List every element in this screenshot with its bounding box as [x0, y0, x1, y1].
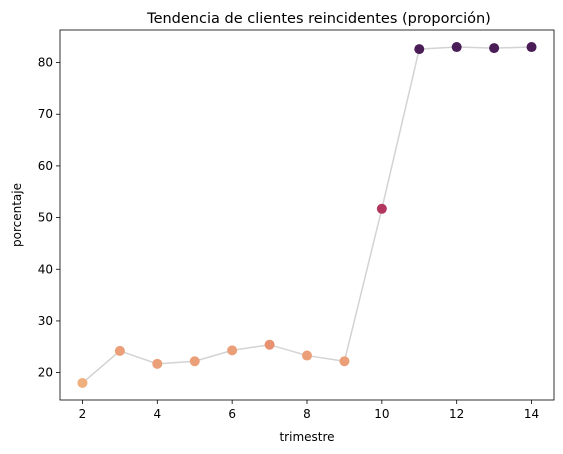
data-point	[114, 345, 125, 356]
x-tick-label: 10	[374, 407, 389, 421]
x-tick-label: 14	[524, 407, 539, 421]
series-0-connector-line	[81, 46, 532, 384]
data-point	[526, 42, 537, 53]
x-tick-label: 6	[228, 407, 236, 421]
y-tick-label: 30	[38, 314, 53, 328]
data-point	[264, 339, 275, 350]
x-tick-label: 8	[303, 407, 311, 421]
y-tick-label: 40	[38, 262, 53, 276]
data-point	[339, 356, 350, 367]
y-tick-label: 70	[38, 107, 53, 121]
data-point	[414, 44, 425, 55]
plot-frame	[59, 29, 555, 401]
data-point	[376, 203, 387, 214]
y-tick-label: 60	[38, 159, 53, 173]
y-tick-label: 50	[38, 211, 53, 225]
y-tick-label: 20	[38, 366, 53, 380]
y-tick-label: 80	[38, 56, 53, 70]
data-point	[227, 345, 238, 356]
x-tick-label: 12	[449, 407, 464, 421]
y-axis-label: porcentaje	[10, 183, 24, 247]
x-tick-label: 2	[79, 407, 87, 421]
chart-title: Tendencia de clientes reincidentes (prop…	[146, 11, 491, 27]
x-axis-label: trimestre	[279, 430, 334, 444]
data-point	[152, 358, 163, 369]
x-tick-label: 4	[153, 407, 161, 421]
data-point	[489, 43, 500, 54]
data-point	[189, 356, 200, 367]
data-point	[77, 377, 88, 388]
data-point	[302, 350, 312, 361]
data-point	[451, 42, 462, 53]
